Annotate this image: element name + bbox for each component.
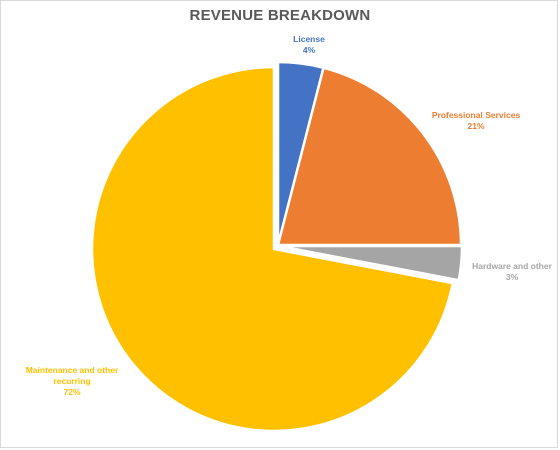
data-label-license: License 4%	[293, 34, 325, 55]
data-label-hardware-and-other: Hardware and other 3%	[472, 261, 553, 282]
chart-title: REVENUE BREAKDOWN	[189, 7, 371, 24]
pie-slice-professional-services	[276, 66, 463, 247]
pie-slice-hardware-and-other	[277, 244, 464, 282]
pie-slice-maintenance-and-other-recurring	[90, 65, 455, 433]
data-label-value: 3%	[506, 272, 519, 282]
data-label-value: 72%	[63, 387, 80, 397]
data-label-value: 4%	[303, 45, 316, 55]
data-label-professional-services: Professional Services 21%	[432, 110, 521, 131]
data-label-maintenance-and-other-recurring: Maintenance and other recurring 72%	[26, 365, 119, 397]
data-label-value: 21%	[467, 121, 484, 131]
